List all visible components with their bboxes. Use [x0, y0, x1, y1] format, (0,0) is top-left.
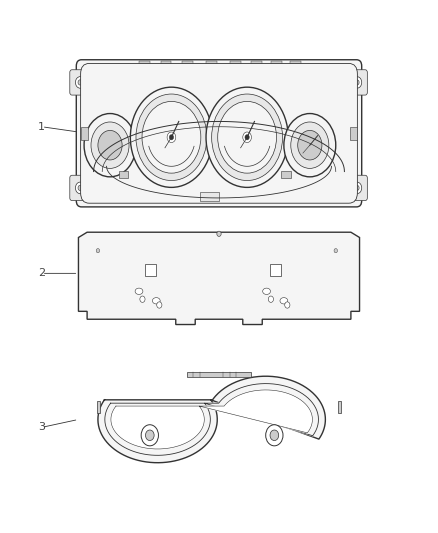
Text: 1: 1	[38, 122, 45, 132]
Polygon shape	[98, 376, 325, 463]
Circle shape	[291, 122, 329, 168]
Bar	[161, 61, 171, 68]
Circle shape	[91, 122, 129, 168]
FancyBboxPatch shape	[346, 175, 367, 200]
Circle shape	[78, 80, 82, 85]
Polygon shape	[111, 390, 312, 449]
Circle shape	[98, 131, 122, 160]
Circle shape	[217, 231, 221, 237]
Circle shape	[284, 114, 336, 177]
Bar	[251, 61, 262, 68]
Ellipse shape	[280, 297, 288, 304]
Ellipse shape	[135, 288, 143, 294]
Circle shape	[78, 185, 82, 191]
Circle shape	[75, 77, 85, 88]
Circle shape	[136, 94, 207, 181]
FancyBboxPatch shape	[81, 63, 357, 203]
Bar	[270, 264, 281, 276]
Circle shape	[334, 248, 338, 253]
FancyBboxPatch shape	[346, 70, 367, 95]
Circle shape	[84, 114, 136, 177]
Circle shape	[218, 101, 276, 173]
Text: 2: 2	[38, 268, 45, 278]
Circle shape	[298, 131, 322, 160]
Circle shape	[245, 135, 249, 140]
Polygon shape	[187, 372, 251, 377]
Ellipse shape	[263, 288, 270, 294]
Bar	[200, 192, 219, 200]
Bar	[182, 61, 193, 68]
Circle shape	[355, 80, 359, 85]
FancyBboxPatch shape	[70, 175, 91, 200]
Circle shape	[352, 182, 362, 193]
Bar	[139, 61, 150, 68]
Circle shape	[96, 248, 100, 253]
Bar	[271, 61, 282, 68]
Circle shape	[285, 302, 290, 308]
Polygon shape	[78, 232, 360, 325]
Circle shape	[140, 296, 145, 302]
Circle shape	[355, 185, 359, 191]
Bar	[281, 171, 291, 179]
Bar	[145, 264, 156, 276]
Bar	[230, 61, 240, 68]
Circle shape	[212, 94, 283, 181]
Polygon shape	[105, 384, 318, 455]
Polygon shape	[338, 401, 341, 413]
Circle shape	[268, 296, 273, 302]
Circle shape	[75, 182, 85, 193]
Polygon shape	[97, 401, 100, 413]
Circle shape	[167, 132, 176, 142]
Circle shape	[145, 430, 154, 441]
Circle shape	[142, 101, 201, 173]
Bar	[206, 61, 217, 68]
Bar	[119, 171, 128, 179]
Circle shape	[141, 425, 159, 446]
Circle shape	[157, 302, 162, 308]
Circle shape	[206, 87, 288, 188]
Text: 3: 3	[38, 422, 45, 432]
Circle shape	[270, 430, 279, 441]
Ellipse shape	[152, 297, 160, 304]
Circle shape	[266, 425, 283, 446]
Circle shape	[243, 132, 251, 142]
FancyBboxPatch shape	[76, 60, 362, 207]
Circle shape	[131, 87, 212, 188]
Bar	[350, 127, 357, 140]
Circle shape	[169, 135, 173, 140]
Circle shape	[352, 77, 362, 88]
Bar	[81, 127, 88, 140]
FancyBboxPatch shape	[70, 70, 91, 95]
Bar	[290, 61, 301, 68]
